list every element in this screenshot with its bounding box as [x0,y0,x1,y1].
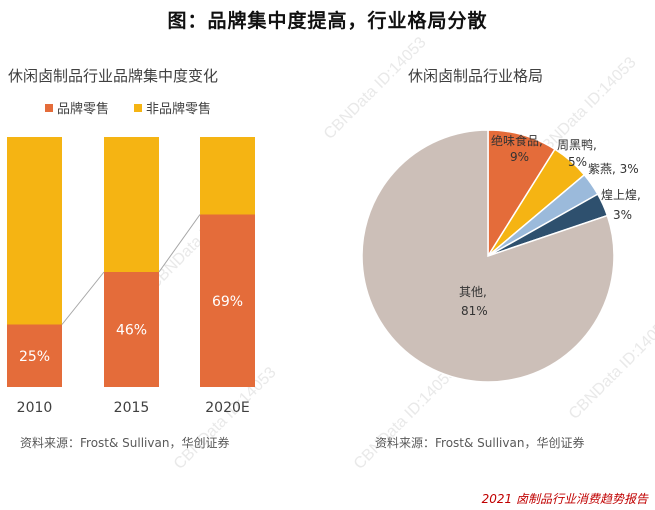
slice-label-zhouheiya-value: 5% [568,155,587,169]
slice-label-huangshanghuang-value: 3% [613,208,632,222]
slice-label-ziyan: 紫燕, 3% [588,162,639,176]
bar-nonbrand-2015 [104,137,159,272]
watermark-3: CBNData ID:14053 [351,364,460,473]
pie-chart-source: 资料来源：Frost& Sullivan，华创证券 [375,435,584,450]
x-axis-ticks: 2010 2015 2020E [17,400,250,416]
page-title: 图：品牌集中度提高，行业格局分散 [167,10,488,32]
connector-line-1 [61,271,105,325]
pie-slices [361,129,615,383]
legend-label-nonbrand: 非品牌零售 [146,101,211,117]
pie-chart-title: 休闲卤制品行业格局 [408,67,543,85]
bar-nonbrand-2020E [200,137,255,215]
bar-brand-2015 [104,272,159,387]
bar-nonbrand-2010 [7,137,62,325]
slice-label-zhouheiya-name: 周黑鸭, [557,138,597,152]
legend-swatch-brand [45,104,53,112]
bar-brand-2010 [7,324,62,387]
watermark-2: CBNData ID:14053 [321,34,430,143]
slice-label-huangshanghuang-name: 煌上煌, [601,188,641,202]
report-footer: 2021 卤制品行业消费趋势报告 [482,492,649,506]
bar-value-labels: 25% 46% 69% [19,294,243,365]
bar-value-label-2015: 46% [116,323,147,339]
x-tick-2020E: 2020E [205,400,249,416]
slice-label-other-name: 其他, [459,285,487,299]
slice-label-other-value: 81% [461,304,488,318]
x-tick-2015: 2015 [114,400,150,416]
legend-swatch-nonbrand [134,104,142,112]
connector-lines [61,214,201,325]
x-tick-2010: 2010 [17,400,53,416]
slice-label-juewei-name: 绝味食品, [491,133,543,148]
bar-chart-title: 休闲卤制品行业品牌集中度变化 [8,67,218,85]
bar-chart-source: 资料来源：Frost& Sullivan，华创证券 [20,435,229,450]
bar-value-label-2010: 25% [19,349,50,365]
bar-brand-2020E [200,214,255,387]
slice-label-juewei-value: 9% [510,150,529,164]
bar-chart: 休闲卤制品行业品牌集中度变化 品牌零售 非品牌零售 25% 46% 69% 2010… [7,67,255,450]
pie-chart: 休闲卤制品行业格局 绝味食品, 9% 周黑鸭, 5% 紫燕, 3% 煌上煌, 3… [361,67,641,450]
pie-slice-5 [361,129,615,383]
connector-line-2 [158,214,201,273]
bar-value-label-2020E: 69% [212,294,243,310]
bar-group [7,137,255,387]
legend-label-brand: 品牌零售 [57,101,109,117]
